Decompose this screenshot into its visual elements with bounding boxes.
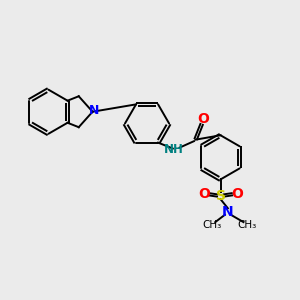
- Text: N: N: [222, 205, 234, 219]
- Text: S: S: [215, 189, 226, 202]
- Text: CH₃: CH₃: [202, 220, 221, 230]
- Text: NH: NH: [164, 143, 184, 157]
- Text: N: N: [89, 104, 99, 117]
- Text: O: O: [231, 187, 243, 201]
- Text: O: O: [198, 187, 210, 201]
- Text: O: O: [197, 112, 209, 126]
- Text: CH₃: CH₃: [237, 220, 256, 230]
